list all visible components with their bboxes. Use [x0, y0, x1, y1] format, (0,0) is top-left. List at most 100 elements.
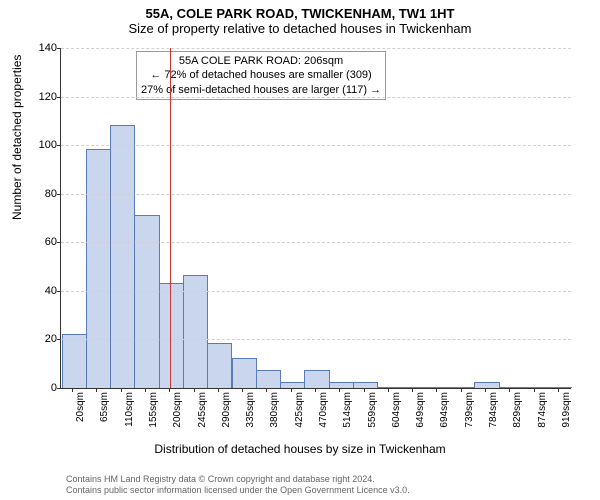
- chart-area: 55A COLE PARK ROAD: 206sqm← 72% of detac…: [60, 48, 570, 418]
- gridline: [61, 145, 571, 146]
- x-tick-label: 110sqm: [124, 392, 135, 442]
- x-tick-label: 514sqm: [342, 392, 353, 442]
- bar: [377, 387, 402, 388]
- bar: [450, 387, 475, 388]
- y-tick-label: 60: [31, 236, 57, 248]
- gridline: [61, 48, 571, 49]
- x-axis-label: Distribution of detached houses by size …: [0, 442, 600, 456]
- bar: [207, 343, 232, 388]
- y-tick-label: 140: [31, 42, 57, 54]
- bar: [280, 382, 305, 388]
- bar: [62, 334, 87, 388]
- y-tick-mark: [57, 194, 61, 195]
- x-tick-mark: [509, 388, 510, 392]
- y-tick-mark: [57, 339, 61, 340]
- x-tick-label: 65sqm: [99, 392, 110, 442]
- x-tick-mark: [461, 388, 462, 392]
- x-tick-mark: [339, 388, 340, 392]
- bar: [256, 370, 281, 388]
- x-tick-label: 604sqm: [391, 392, 402, 442]
- footer-text: Contains HM Land Registry data © Crown c…: [66, 474, 410, 496]
- bar: [110, 125, 135, 388]
- gridline: [61, 291, 571, 292]
- y-tick-mark: [57, 97, 61, 98]
- footer-line2: Contains public sector information licen…: [66, 485, 410, 496]
- x-tick-label: 335sqm: [245, 392, 256, 442]
- x-tick-mark: [558, 388, 559, 392]
- annotation-line: 27% of semi-detached houses are larger (…: [141, 83, 381, 97]
- x-tick-mark: [485, 388, 486, 392]
- reference-line: [170, 48, 171, 388]
- y-tick-label: 100: [31, 139, 57, 151]
- y-tick-mark: [57, 145, 61, 146]
- reference-annotation: 55A COLE PARK ROAD: 206sqm← 72% of detac…: [136, 51, 386, 100]
- gridline: [61, 242, 571, 243]
- x-tick-label: 425sqm: [294, 392, 305, 442]
- x-tick-mark: [266, 388, 267, 392]
- x-tick-mark: [121, 388, 122, 392]
- bar: [402, 387, 427, 388]
- x-tick-mark: [218, 388, 219, 392]
- x-tick-label: 559sqm: [367, 392, 378, 442]
- x-tick-label: 245sqm: [197, 392, 208, 442]
- bar: [474, 382, 499, 388]
- x-tick-mark: [242, 388, 243, 392]
- bar: [426, 387, 451, 388]
- x-tick-label: 694sqm: [439, 392, 450, 442]
- x-tick-mark: [72, 388, 73, 392]
- x-tick-mark: [436, 388, 437, 392]
- x-tick-label: 380sqm: [269, 392, 280, 442]
- y-tick-mark: [57, 48, 61, 49]
- bar: [304, 370, 329, 388]
- x-tick-label: 829sqm: [512, 392, 523, 442]
- page-subtitle: Size of property relative to detached ho…: [0, 21, 600, 40]
- x-tick-label: 649sqm: [415, 392, 426, 442]
- y-tick-label: 20: [31, 333, 57, 345]
- x-tick-label: 470sqm: [318, 392, 329, 442]
- gridline: [61, 194, 571, 195]
- x-tick-label: 155sqm: [148, 392, 159, 442]
- y-tick-label: 0: [31, 382, 57, 394]
- x-tick-mark: [534, 388, 535, 392]
- y-tick-mark: [57, 388, 61, 389]
- x-tick-label: 200sqm: [172, 392, 183, 442]
- x-tick-mark: [145, 388, 146, 392]
- bar: [547, 387, 572, 388]
- bar: [523, 387, 548, 388]
- y-tick-mark: [57, 291, 61, 292]
- chart-container: 55A, COLE PARK ROAD, TWICKENHAM, TW1 1HT…: [0, 0, 600, 500]
- x-tick-mark: [315, 388, 316, 392]
- bar: [232, 358, 257, 388]
- x-tick-label: 739sqm: [464, 392, 475, 442]
- bar: [329, 382, 354, 388]
- bar: [159, 283, 184, 388]
- bar: [134, 215, 159, 388]
- x-tick-mark: [412, 388, 413, 392]
- x-tick-mark: [96, 388, 97, 392]
- x-tick-label: 874sqm: [537, 392, 548, 442]
- y-tick-label: 40: [31, 285, 57, 297]
- annotation-line: ← 72% of detached houses are smaller (30…: [141, 68, 381, 82]
- bar: [183, 275, 208, 388]
- y-tick-label: 120: [31, 91, 57, 103]
- page-title: 55A, COLE PARK ROAD, TWICKENHAM, TW1 1HT: [0, 0, 600, 21]
- bar: [353, 382, 378, 388]
- y-tick-mark: [57, 242, 61, 243]
- x-tick-mark: [194, 388, 195, 392]
- x-tick-mark: [169, 388, 170, 392]
- x-tick-label: 20sqm: [75, 392, 86, 442]
- x-tick-label: 290sqm: [221, 392, 232, 442]
- bar: [86, 149, 111, 388]
- bar: [499, 387, 524, 388]
- plot-region: 55A COLE PARK ROAD: 206sqm← 72% of detac…: [60, 48, 571, 389]
- x-tick-label: 919sqm: [561, 392, 572, 442]
- annotation-line: 55A COLE PARK ROAD: 206sqm: [141, 54, 381, 68]
- gridline: [61, 339, 571, 340]
- y-axis-label: Number of detached properties: [10, 55, 24, 220]
- y-tick-label: 80: [31, 188, 57, 200]
- gridline: [61, 97, 571, 98]
- footer-line1: Contains HM Land Registry data © Crown c…: [66, 474, 410, 485]
- x-tick-mark: [291, 388, 292, 392]
- x-tick-mark: [364, 388, 365, 392]
- x-tick-mark: [388, 388, 389, 392]
